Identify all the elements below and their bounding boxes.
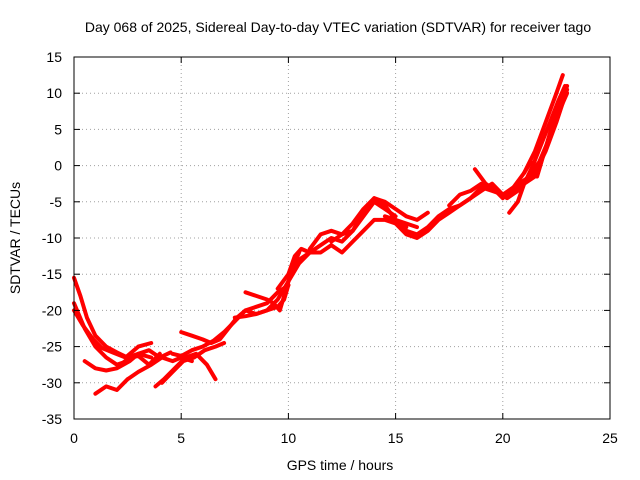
y-tick-label: -5 <box>50 194 63 210</box>
x-tick-labels: 0 5 10 15 20 25 <box>70 430 618 446</box>
grid <box>74 57 610 419</box>
y-tick-label: -15 <box>42 266 62 282</box>
y-tick-label: -30 <box>42 375 62 391</box>
series-track-4 <box>82 351 154 373</box>
series-track-12 <box>275 199 398 291</box>
y-axis-title: SDTVAR / TECUs <box>7 182 23 294</box>
chart-title: Day 068 of 2025, Sidereal Day-to-day VTE… <box>85 19 592 35</box>
ticks <box>73 56 611 420</box>
series-track-13 <box>286 217 409 284</box>
x-tick-label: 0 <box>70 430 78 446</box>
x-tick-label: 15 <box>388 430 404 446</box>
series-track-5 <box>93 355 194 396</box>
y-tick-label: -10 <box>42 230 62 246</box>
y-tick-labels: -35 -30 -25 -20 -15 -10 -5 0 5 10 15 <box>42 49 62 427</box>
x-tick-label: 10 <box>281 430 297 446</box>
series-track-15 <box>329 196 419 244</box>
series-track-1 <box>72 275 173 360</box>
y-tick-label: -20 <box>42 302 62 318</box>
series-group <box>72 73 570 396</box>
series-track-20 <box>507 84 567 215</box>
x-tick-label: 5 <box>177 430 185 446</box>
series-track-7 <box>159 341 227 385</box>
series-track-21 <box>522 84 570 179</box>
series-track-3 <box>72 308 154 360</box>
x-axis-title: GPS time / hours <box>287 457 394 473</box>
series-track-8 <box>179 283 291 345</box>
y-tick-label: -35 <box>42 411 62 427</box>
y-tick-label: 10 <box>46 85 62 101</box>
y-tick-label: 0 <box>54 158 62 174</box>
x-tick-label: 20 <box>495 430 511 446</box>
y-tick-label: 15 <box>46 49 62 65</box>
series-track-18 <box>447 73 565 208</box>
x-tick-label: 25 <box>602 430 618 446</box>
y-tick-label: -25 <box>42 339 62 355</box>
y-tick-label: 5 <box>54 121 62 137</box>
